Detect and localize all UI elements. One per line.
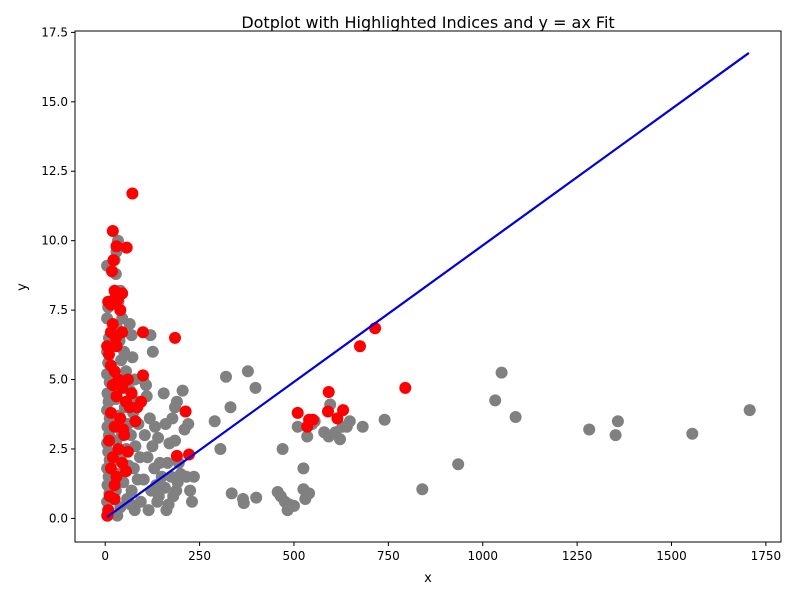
data-point-155 <box>489 394 501 406</box>
highlighted-point-4 <box>108 254 120 266</box>
data-point-89 <box>152 432 164 444</box>
data-point-119 <box>214 443 226 455</box>
x-axis-label: x <box>424 571 432 586</box>
data-point-125 <box>242 365 254 377</box>
x-tick-label: 1000 <box>467 549 498 563</box>
data-point-140 <box>303 487 315 499</box>
highlighted-point-65 <box>354 340 366 352</box>
chart-title: Dotplot with Highlighted Indices and y =… <box>241 13 614 32</box>
highlighted-point-53 <box>169 332 181 344</box>
highlighted-point-11 <box>114 304 126 316</box>
highlighted-point-62 <box>323 386 335 398</box>
data-point-130 <box>277 443 289 455</box>
data-point-134 <box>288 500 300 512</box>
data-point-86 <box>147 346 159 358</box>
data-point-157 <box>510 411 522 423</box>
highlighted-point-20 <box>103 349 115 361</box>
highlighted-point-52 <box>117 424 129 436</box>
data-point-104 <box>171 396 183 408</box>
data-point-152 <box>379 414 391 426</box>
x-tick-label: 1750 <box>751 549 782 563</box>
highlighted-point-33 <box>103 435 115 447</box>
data-point-122 <box>226 487 238 499</box>
highlighted-point-2 <box>121 242 133 254</box>
highlighted-point-60 <box>307 414 319 426</box>
y-tick-label: 0.0 <box>49 511 68 525</box>
data-point-84 <box>143 504 155 516</box>
data-point-114 <box>186 496 198 508</box>
highlighted-point-45 <box>122 374 134 386</box>
highlighted-point-12 <box>102 296 114 308</box>
data-point-105 <box>166 412 178 424</box>
highlighted-point-49 <box>135 396 147 408</box>
x-tick-label: 250 <box>188 549 211 563</box>
highlighted-point-5 <box>106 265 118 277</box>
highlighted-point-50 <box>137 369 149 381</box>
data-point-109 <box>177 385 189 397</box>
y-tick-label: 17.5 <box>41 25 68 39</box>
x-tick-label: 500 <box>283 549 306 563</box>
y-tick-label: 5.0 <box>49 373 68 387</box>
y-axis-label: y <box>15 283 30 291</box>
data-point-38 <box>115 354 127 366</box>
data-point-111 <box>182 418 194 430</box>
highlighted-point-54 <box>171 450 183 462</box>
data-point-121 <box>225 401 237 413</box>
data-point-151 <box>357 421 369 433</box>
highlighted-point-46 <box>126 387 138 399</box>
data-point-160 <box>612 415 624 427</box>
data-point-116 <box>169 435 181 447</box>
highlighted-point-16 <box>137 326 149 338</box>
data-point-150 <box>344 415 356 427</box>
data-point-153 <box>416 483 428 495</box>
x-tick-label: 0 <box>101 549 109 563</box>
highlighted-point-0 <box>126 188 138 200</box>
data-point-156 <box>496 367 508 379</box>
data-point-94 <box>158 387 170 399</box>
y-tick-label: 10.0 <box>41 234 68 248</box>
highlighted-point-42 <box>109 493 121 505</box>
y-tick-label: 12.5 <box>41 164 68 178</box>
data-point-117 <box>172 476 184 488</box>
data-point-124 <box>238 497 250 509</box>
y-tick-label: 15.0 <box>41 95 68 109</box>
data-point-154 <box>452 458 464 470</box>
data-point-88 <box>149 421 161 433</box>
data-point-162 <box>744 404 756 416</box>
highlighted-point-55 <box>180 406 192 418</box>
highlighted-point-51 <box>122 446 134 458</box>
data-point-79 <box>142 451 154 463</box>
y-tick-label: 2.5 <box>49 442 68 456</box>
x-tick-label: 1250 <box>562 549 593 563</box>
data-point-161 <box>686 428 698 440</box>
highlighted-point-3 <box>111 240 123 252</box>
data-point-147 <box>334 433 346 445</box>
data-point-102 <box>160 504 172 516</box>
highlighted-point-1 <box>107 225 119 237</box>
data-point-113 <box>184 485 196 497</box>
data-point-126 <box>250 382 262 394</box>
data-point-159 <box>610 429 622 441</box>
data-point-136 <box>297 462 309 474</box>
data-point-81 <box>138 474 150 486</box>
data-point-127 <box>250 492 262 504</box>
highlighted-point-57 <box>292 407 304 419</box>
highlighted-point-67 <box>399 382 411 394</box>
data-point-158 <box>583 424 595 436</box>
highlighted-point-39 <box>120 465 132 477</box>
y-tick-label: 7.5 <box>49 303 68 317</box>
data-point-59 <box>126 351 138 363</box>
data-point-120 <box>220 371 232 383</box>
x-tick-label: 750 <box>377 549 400 563</box>
highlighted-point-64 <box>337 404 349 416</box>
data-point-77 <box>139 429 151 441</box>
data-point-118 <box>209 415 221 427</box>
highlighted-point-40 <box>109 479 121 491</box>
data-point-70 <box>126 485 138 497</box>
highlighted-point-48 <box>129 415 141 427</box>
x-tick-label: 1500 <box>656 549 687 563</box>
data-point-115 <box>188 471 200 483</box>
highlighted-point-9 <box>116 287 128 299</box>
